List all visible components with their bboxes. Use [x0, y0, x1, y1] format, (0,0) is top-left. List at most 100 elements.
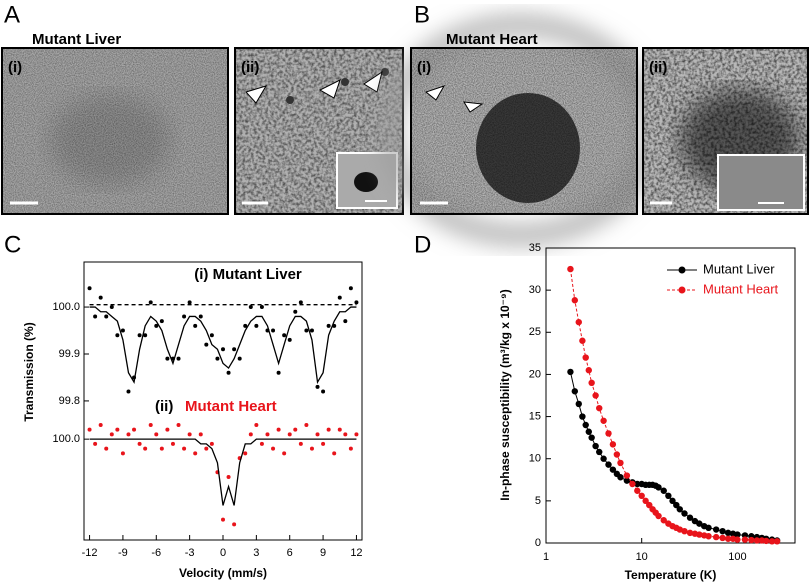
x-tick-label: 1 — [543, 551, 549, 563]
y-tick-label: 30 — [529, 284, 541, 296]
x-tick-label: 3 — [253, 547, 259, 559]
data-point — [159, 319, 164, 324]
data-point — [165, 356, 170, 361]
x-tick-label: 0 — [220, 547, 226, 559]
data-point — [170, 441, 175, 446]
fit-line — [89, 438, 357, 506]
data-point — [287, 337, 292, 342]
data-point — [613, 451, 621, 458]
y-tick-label: 35 — [529, 242, 541, 254]
data-point — [148, 300, 153, 305]
data-point — [232, 522, 237, 527]
data-point — [567, 265, 574, 273]
data-point — [326, 427, 331, 432]
data-point — [98, 295, 103, 300]
data-point — [655, 512, 662, 520]
data-point — [638, 492, 645, 499]
data-point — [588, 434, 595, 441]
data-point — [187, 432, 192, 437]
data-point — [293, 309, 298, 314]
data-point — [221, 517, 225, 522]
data-point — [226, 370, 231, 375]
data-point — [204, 446, 209, 451]
data-point — [176, 356, 181, 361]
data-point — [609, 441, 617, 448]
data-point — [293, 427, 298, 432]
x-tick-label: 12 — [350, 547, 362, 559]
data-point — [768, 538, 776, 545]
data-point — [276, 370, 281, 375]
data-point — [585, 428, 592, 435]
data-point — [582, 354, 589, 361]
data-point — [143, 333, 148, 338]
y-tick-label: 15 — [529, 410, 541, 422]
data-point — [298, 441, 303, 446]
data-point — [681, 510, 688, 517]
y-axis-label: Transmission (%) — [22, 322, 36, 421]
data-point — [762, 537, 770, 545]
data-point — [575, 400, 582, 408]
data-point — [696, 520, 703, 527]
legend-label: Mutant Liver — [703, 261, 775, 276]
data-point — [254, 323, 259, 328]
data-point — [254, 422, 259, 427]
data-point — [773, 538, 781, 545]
data-point — [741, 536, 749, 543]
panel-letter: C — [4, 231, 21, 258]
subpanel-label: (ii) — [649, 59, 667, 76]
data-point — [354, 432, 359, 437]
series-line — [569, 371, 778, 541]
data-point — [753, 537, 761, 544]
data-point — [282, 333, 287, 338]
x-tick-label: 10 — [636, 551, 648, 563]
fit-line — [89, 306, 357, 385]
data-point — [215, 356, 220, 361]
data-point — [187, 300, 192, 305]
panel-title: Mutant Liver — [32, 31, 121, 48]
data-point — [596, 448, 603, 456]
data-point — [259, 441, 264, 446]
data-point — [748, 536, 755, 544]
data-point — [87, 286, 92, 291]
micrograph — [1, 47, 229, 215]
data-point — [309, 328, 314, 333]
data-point — [248, 432, 253, 437]
data-point — [681, 528, 688, 535]
data-point — [592, 392, 599, 399]
y-tick-label: 20 — [529, 368, 541, 380]
data-point — [120, 328, 125, 333]
data-point — [686, 514, 694, 521]
data-point — [585, 367, 592, 374]
chart-title: Mutant Heart — [185, 398, 277, 415]
y-tick-label: 10 — [529, 453, 541, 465]
data-point — [354, 300, 359, 305]
data-point — [579, 413, 586, 420]
data-point — [182, 446, 187, 451]
x-tick-label: -6 — [151, 547, 161, 559]
data-point — [588, 379, 595, 387]
data-point — [176, 422, 181, 427]
data-point — [271, 446, 276, 451]
data-point — [265, 432, 270, 437]
micrograph — [642, 47, 809, 215]
data-point — [159, 446, 164, 451]
y-tick-label: 0 — [535, 537, 541, 549]
data-point — [126, 432, 131, 437]
data-point — [696, 531, 703, 538]
data-point — [719, 534, 726, 542]
data-point — [109, 305, 114, 310]
data-point — [109, 432, 114, 437]
data-point — [126, 389, 131, 394]
data-point — [315, 384, 320, 389]
data-point — [642, 497, 649, 505]
data-point — [209, 333, 214, 338]
data-point — [115, 333, 120, 338]
y-tick-label: 99.9 — [59, 348, 80, 360]
data-point — [623, 472, 631, 479]
data-point — [634, 487, 641, 494]
data-point — [315, 432, 320, 437]
data-point — [182, 314, 187, 319]
data-point — [326, 323, 331, 328]
plot-frame — [545, 247, 796, 544]
data-point — [629, 480, 636, 488]
